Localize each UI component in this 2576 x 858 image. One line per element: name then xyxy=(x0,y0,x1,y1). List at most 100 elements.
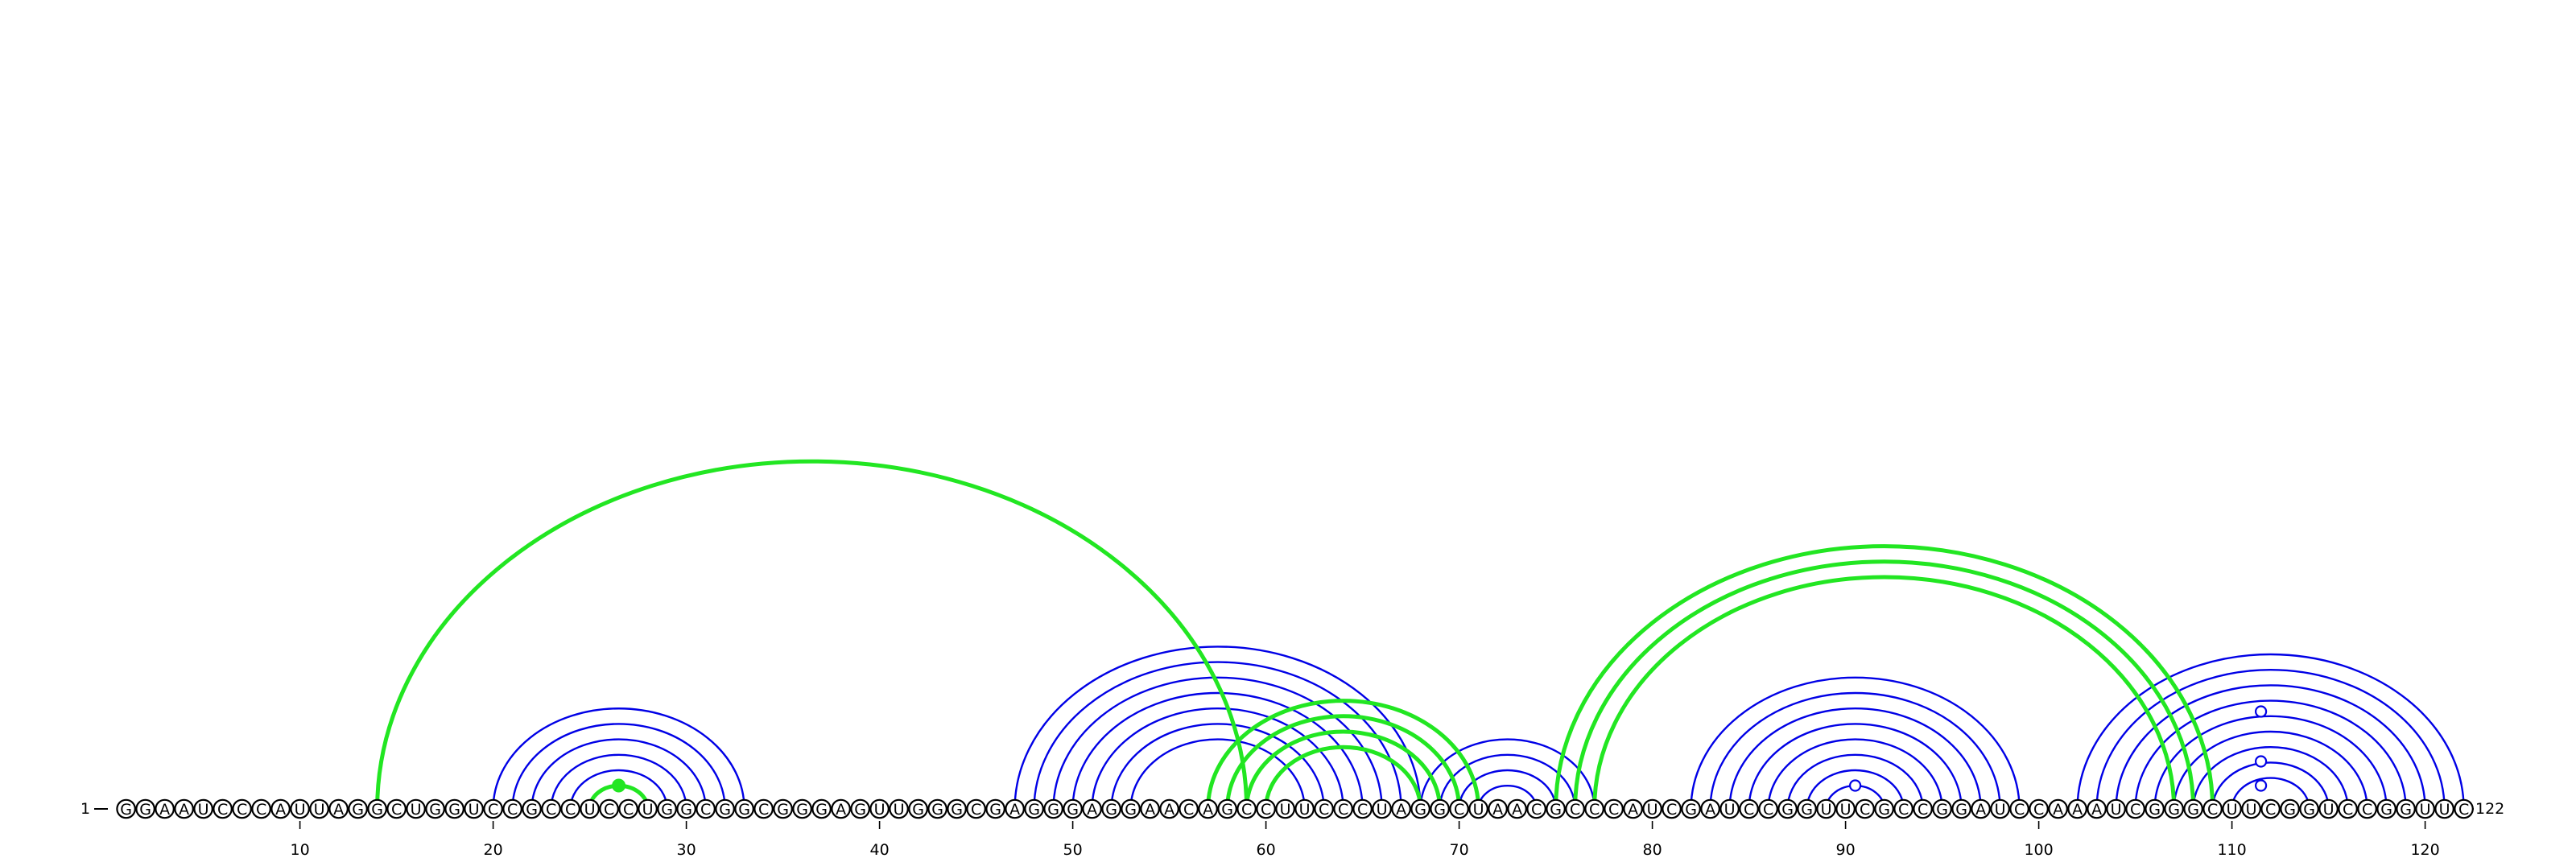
nucleotide: G xyxy=(348,798,368,819)
nucleotide-letter: C xyxy=(2458,801,2469,819)
nucleotide: U xyxy=(464,798,484,819)
nucleotide-letter: A xyxy=(2053,801,2063,819)
tick-label: 100 xyxy=(2024,841,2053,858)
nucleotide-circle xyxy=(1372,798,1392,819)
nucleotide-letter: G xyxy=(1414,801,1426,819)
nucleotide: A xyxy=(2067,798,2087,819)
nucleotide-circle xyxy=(560,798,580,819)
nucleotide-letter: A xyxy=(179,801,189,819)
nucleotide: C xyxy=(753,798,774,819)
primary-pair-arc xyxy=(550,753,687,810)
nucleotide: G xyxy=(522,798,542,819)
nucleotide: G xyxy=(734,798,754,819)
nucleotide: U xyxy=(1835,798,1856,819)
nucleotide: C xyxy=(1855,798,1875,819)
nucleotide-circle xyxy=(850,798,870,819)
nucleotide-letter: G xyxy=(777,801,789,819)
nucleotide: A xyxy=(174,798,194,819)
nucleotide-circle xyxy=(1063,798,1083,819)
nucleotide-circle xyxy=(1121,798,1141,819)
nucleotide: U xyxy=(1294,798,1315,819)
nucleotide-letter: C xyxy=(237,801,247,819)
nucleotide-letter: G xyxy=(526,801,538,819)
nucleotide: G xyxy=(425,798,445,819)
nucleotide: U xyxy=(2318,798,2339,819)
nucleotide-circle xyxy=(889,798,909,819)
nucleotide-letter: G xyxy=(1434,801,1446,819)
nucleotide-circle xyxy=(1024,798,1044,819)
nucleotide: G xyxy=(657,798,677,819)
nucleotide: C xyxy=(618,798,638,819)
sequence-backbone: 1 122 xyxy=(80,800,2504,818)
nucleotide: G xyxy=(927,798,947,819)
nucleotide-circle xyxy=(2396,798,2416,819)
alternative-pair-arc xyxy=(1206,699,1481,810)
nucleotide: U xyxy=(869,798,890,819)
nucleotide: C xyxy=(1565,798,1585,819)
nucleotide-letter: C xyxy=(1357,801,1368,819)
nucleotide: U xyxy=(889,798,909,819)
nucleotide-letter: U xyxy=(1840,801,1852,819)
nucleotide-letter: A xyxy=(1512,801,1522,819)
nucleotide: C xyxy=(2260,798,2281,819)
nucleotide-letter: A xyxy=(836,801,846,819)
nucleotide: U xyxy=(638,798,658,819)
nucleotide-circle xyxy=(1005,798,1025,819)
nucleotide-letter: G xyxy=(1125,801,1137,819)
nucleotide: G xyxy=(1101,798,1121,819)
nucleotide-circle xyxy=(1217,798,1237,819)
nucleotide-circle xyxy=(599,798,619,819)
position-tick: 60 xyxy=(1257,821,1276,858)
nucleotide: U xyxy=(1372,798,1392,819)
nucleotide: A xyxy=(1700,798,1720,819)
primary-pair-arc xyxy=(1458,769,1557,810)
nucleotide-letter: U xyxy=(295,801,306,819)
nucleotide-circle xyxy=(328,798,349,819)
nucleotide-circle xyxy=(522,798,542,819)
nucleotide-letter: G xyxy=(352,801,364,819)
nucleotide-letter: G xyxy=(1047,801,1059,819)
nucleotide: C xyxy=(1758,798,1778,819)
nucleotide-letter: A xyxy=(1164,801,1174,819)
primary-pair-arc xyxy=(1709,691,2001,810)
nucleotide-circle xyxy=(618,798,638,819)
alternative-pair-arc xyxy=(375,459,1249,810)
nucleotide-letter: C xyxy=(1319,801,1329,819)
nucleotide-letter: U xyxy=(2439,801,2450,819)
primary-pair-arc xyxy=(1690,676,2021,810)
nucleotide-letter: G xyxy=(680,801,692,819)
nucleotide-letter: G xyxy=(2303,801,2315,819)
nucleotide-circle xyxy=(348,798,368,819)
nucleotide: C xyxy=(541,798,561,819)
nucleotide-letter: G xyxy=(738,801,750,819)
primary-pair-arc xyxy=(1477,785,1538,810)
nucleotide-letter: G xyxy=(2284,801,2296,819)
nucleotide-circle xyxy=(1758,798,1778,819)
nucleotide-letter: G xyxy=(1028,801,1040,819)
nucleotide-circle xyxy=(2318,798,2339,819)
nucleotide-circle xyxy=(1662,798,1682,819)
nucleotide-letter: C xyxy=(1183,801,1194,819)
alternative-pair-arc xyxy=(1264,745,1423,810)
nucleotide-letter: C xyxy=(2033,801,2044,819)
nucleotide-letter: C xyxy=(1589,801,1600,819)
nucleotide-letter: C xyxy=(1454,801,1464,819)
nucleotide: G xyxy=(1777,798,1798,819)
nucleotide: G xyxy=(2145,798,2165,819)
nucleotide-letter: C xyxy=(1608,801,1619,819)
nucleotide-letter: U xyxy=(1724,801,1736,819)
nucleotide: G xyxy=(1874,798,1894,819)
nucleotide: C xyxy=(251,798,271,819)
nucleotide: C xyxy=(1662,798,1682,819)
nucleotide-letter: U xyxy=(874,801,886,819)
nucleotide-letter: C xyxy=(1898,801,1909,819)
nucleotide: U xyxy=(2434,798,2454,819)
nucleotide-letter: C xyxy=(391,801,402,819)
nucleotide-circle xyxy=(773,798,793,819)
primary-pair-arc xyxy=(1767,738,1943,810)
alternative-pair-arc xyxy=(1573,559,2196,810)
nucleotide: U xyxy=(1468,798,1488,819)
nucleotide-letter: C xyxy=(604,801,614,819)
nucleotide: U xyxy=(1990,798,2010,819)
nucleotide: G xyxy=(1043,798,1063,819)
